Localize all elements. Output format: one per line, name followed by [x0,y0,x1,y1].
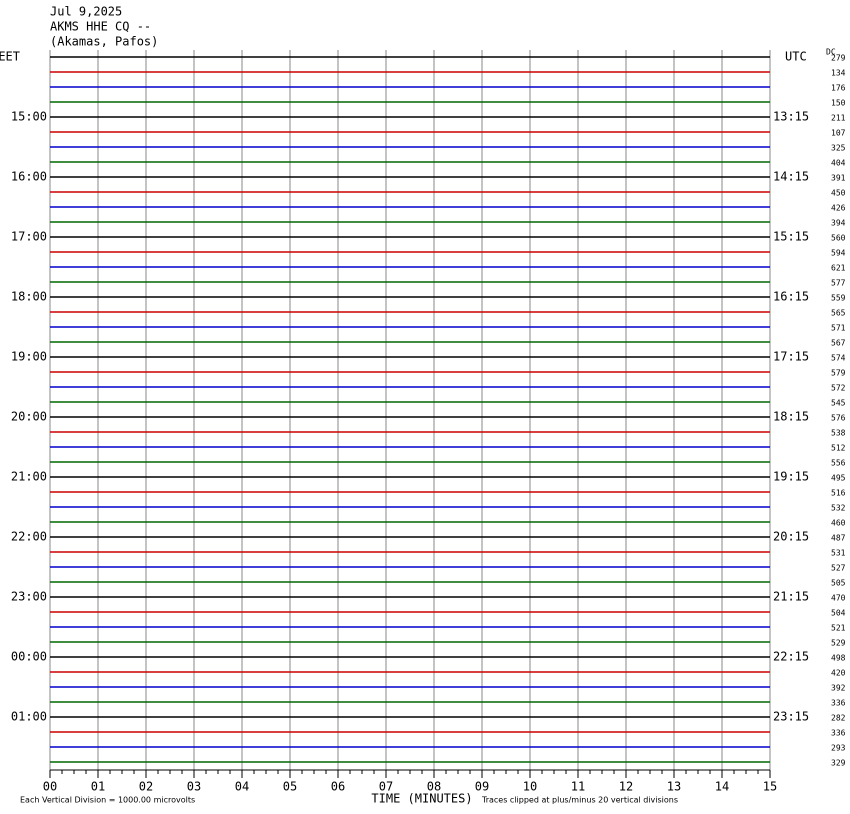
title-line: Jul 9,2025 [50,5,122,19]
dc-value: 495 [831,474,846,483]
dc-value: 420 [831,669,846,678]
title-line: (Akamas, Pafos) [50,35,158,49]
dc-value: 211 [831,114,846,123]
dc-value: 516 [831,489,846,498]
dc-value: 107 [831,129,846,138]
x-tick-label: 04 [235,780,249,794]
left-time-label: EET [0,50,20,64]
x-tick-label: 02 [139,780,153,794]
dc-value: 576 [831,414,846,423]
dc-value: 594 [831,249,846,258]
dc-value: 134 [831,69,846,78]
right-time-label: 15:15 [773,230,809,244]
right-time-label: 16:15 [773,290,809,304]
dc-value: 545 [831,399,846,408]
x-tick-label: 06 [331,780,345,794]
dc-value: 567 [831,339,846,348]
x-tick-label: 14 [715,780,729,794]
dc-value: 527 [831,564,846,573]
left-time-label: 23:00 [11,590,47,604]
dc-value: 579 [831,369,846,378]
dc-value: 538 [831,429,846,438]
x-tick-label: 03 [187,780,201,794]
dc-value: 505 [831,579,846,588]
dc-value: 560 [831,234,846,243]
dc-value: 556 [831,459,846,468]
title-line: AKMS HHE CQ -- [50,20,151,34]
dc-value: 426 [831,204,846,213]
dc-value: 404 [831,159,846,168]
x-tick-label: 11 [571,780,585,794]
dc-value: 336 [831,699,846,708]
left-time-label: 01:00 [11,710,47,724]
x-tick-label: 10 [523,780,537,794]
dc-value: 574 [831,354,846,363]
left-time-label: 18:00 [11,290,47,304]
x-tick-label: 07 [379,780,393,794]
dc-value: 394 [831,219,846,228]
dc-value: 176 [831,84,846,93]
dc-value: 391 [831,174,846,183]
dc-value: 293 [831,744,846,753]
right-time-label: UTC [785,50,807,64]
left-time-label: 22:00 [11,530,47,544]
x-tick-label: 00 [43,780,57,794]
dc-value: 559 [831,294,846,303]
dc-value: 498 [831,654,846,663]
dc-value: 150 [831,99,846,108]
dc-value: 532 [831,504,846,513]
dc-value: 531 [831,549,846,558]
left-time-label: 15:00 [11,110,47,124]
left-time-label: 17:00 [11,230,47,244]
right-time-label: 20:15 [773,530,809,544]
footer-right: Traces clipped at plus/minus 20 vertical… [481,796,678,805]
left-time-label: 16:00 [11,170,47,184]
right-time-label: 18:15 [773,410,809,424]
x-tick-label: 13 [667,780,681,794]
right-time-label: 17:15 [773,350,809,364]
x-tick-label: 15 [763,780,777,794]
x-tick-label: 08 [427,780,441,794]
dc-value: 571 [831,324,846,333]
dc-value: 336 [831,729,846,738]
dc-value: 279 [831,54,846,63]
dc-value: 577 [831,279,846,288]
dc-value: 325 [831,144,846,153]
dc-header: DC [826,48,836,57]
dc-value: 470 [831,594,846,603]
left-time-label: 19:00 [11,350,47,364]
dc-value: 329 [831,759,846,768]
dc-value: 460 [831,519,846,528]
right-time-label: 22:15 [773,650,809,664]
right-time-label: 14:15 [773,170,809,184]
dc-value: 512 [831,444,846,453]
x-tick-label: 09 [475,780,489,794]
dc-value: 282 [831,714,846,723]
dc-value: 521 [831,624,846,633]
right-time-label: 19:15 [773,470,809,484]
dc-value: 450 [831,189,846,198]
left-time-label: 21:00 [11,470,47,484]
right-time-label: 13:15 [773,110,809,124]
left-time-label: 20:00 [11,410,47,424]
dc-value: 392 [831,684,846,693]
x-axis-label: TIME (MINUTES) [371,792,472,806]
right-time-label: 23:15 [773,710,809,724]
dc-value: 621 [831,264,846,273]
footer-left: Each Vertical Division = 1000.00 microvo… [20,796,195,805]
dc-value: 565 [831,309,846,318]
left-time-label: 00:00 [11,650,47,664]
dc-value: 504 [831,609,846,618]
x-tick-label: 01 [91,780,105,794]
x-tick-label: 12 [619,780,633,794]
x-tick-label: 05 [283,780,297,794]
right-time-label: 21:15 [773,590,809,604]
dc-value: 529 [831,639,846,648]
dc-value: 572 [831,384,846,393]
dc-value: 487 [831,534,846,543]
